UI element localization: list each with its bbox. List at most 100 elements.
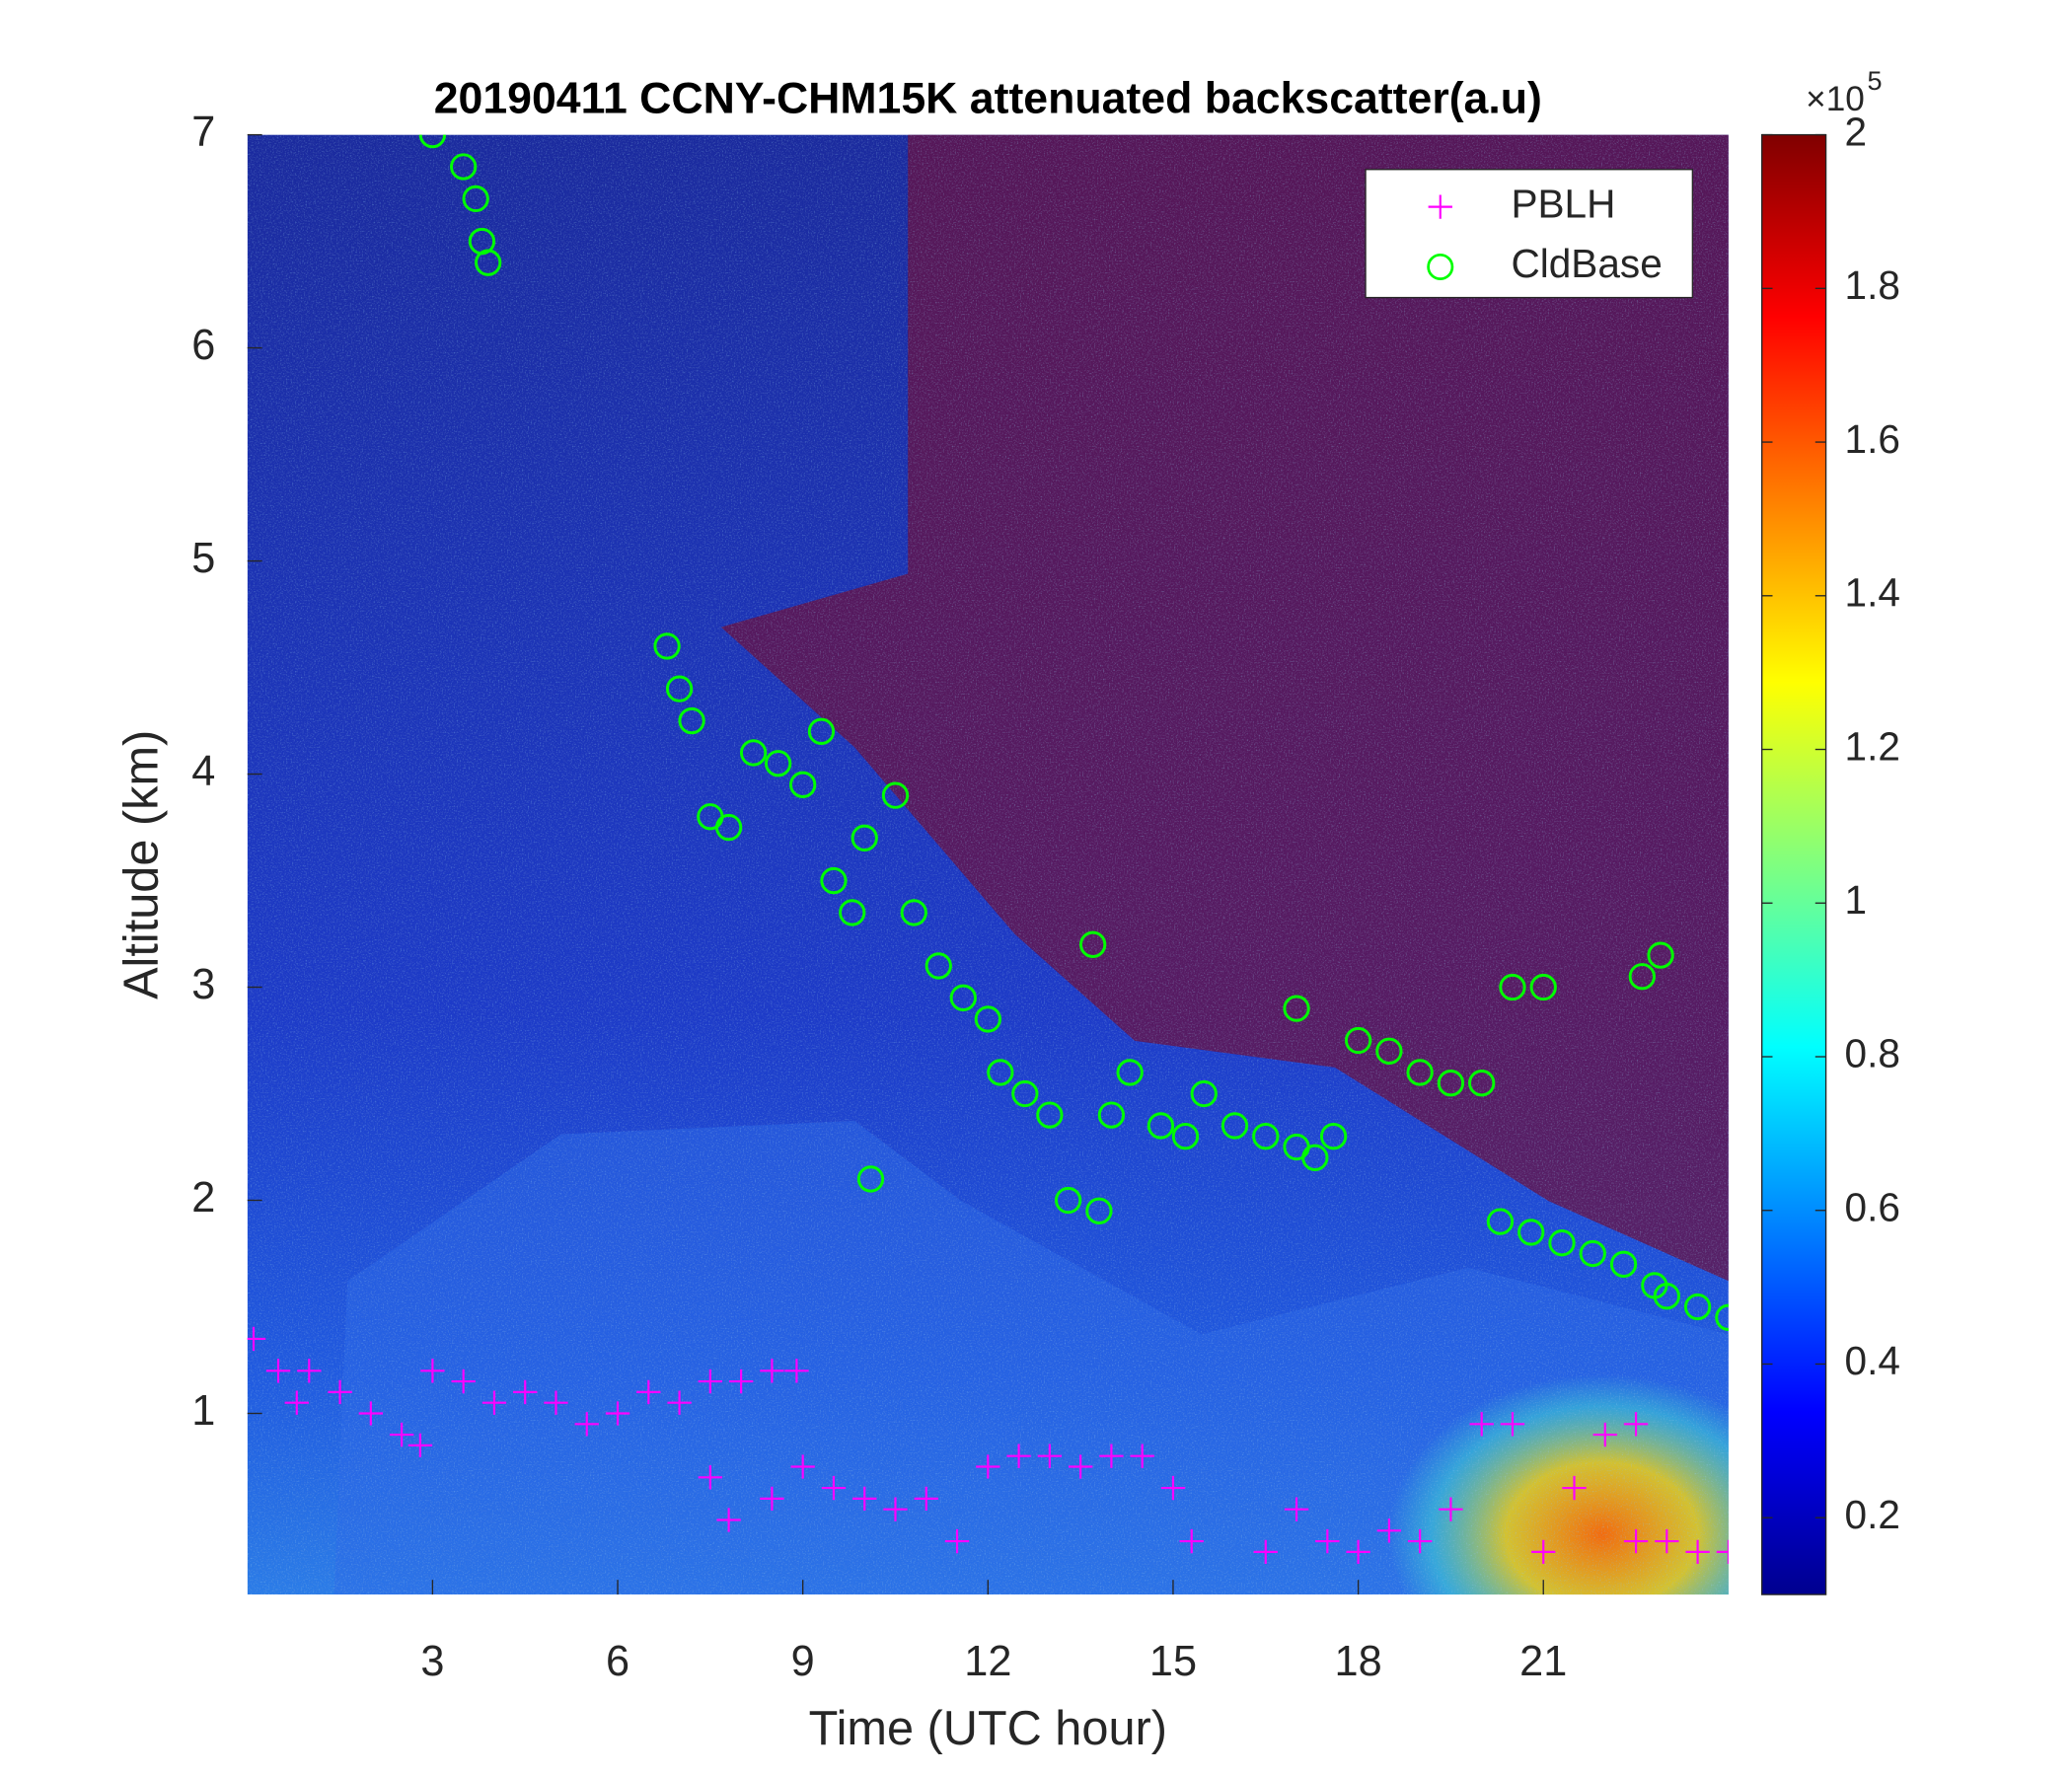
x-tick-label: 21 [1519, 1638, 1567, 1685]
colorbar-tick-label: 2 [1845, 109, 1868, 154]
pblh-marker [1099, 1443, 1124, 1468]
cldbase-marker [1468, 1070, 1496, 1097]
pblh-marker [407, 1433, 433, 1458]
pblh-marker [883, 1497, 908, 1521]
y-tick-label: 5 [191, 535, 215, 582]
cldbase-marker [1653, 1283, 1680, 1310]
cldbase-marker [1609, 1250, 1638, 1278]
pblh-marker [1346, 1539, 1370, 1565]
pblh-marker [1592, 1422, 1617, 1447]
pblh-marker [358, 1401, 384, 1426]
cldbase-marker [1579, 1239, 1606, 1268]
pblh-marker [1469, 1412, 1494, 1437]
cldbase-marker [1252, 1123, 1280, 1150]
backscatter-image [247, 134, 1729, 1595]
pblh-marker [420, 1359, 445, 1383]
cldbase-marker [475, 249, 502, 276]
pblh-marker [1037, 1443, 1063, 1468]
y-axis-label: Altitude (km) [114, 730, 168, 999]
x-tick-label: 12 [964, 1638, 1011, 1685]
cldbase-marker [653, 632, 681, 660]
pblh-marker [1006, 1443, 1031, 1468]
cldbase-marker [1548, 1229, 1576, 1257]
cldbase-marker [820, 866, 848, 895]
pblh-marker [265, 1359, 291, 1383]
pblh-marker [574, 1412, 599, 1437]
pblh-marker [1716, 1539, 1729, 1565]
cldbase-marker [1301, 1144, 1329, 1171]
cldbase-marker [1344, 1026, 1372, 1055]
pblh-marker [1500, 1412, 1525, 1437]
colorbar-tick-label: 1.4 [1845, 570, 1900, 616]
pblh-marker [760, 1359, 784, 1383]
cldbase-marker [807, 717, 836, 746]
cldbase-marker [1486, 1208, 1515, 1235]
y-tick-label: 2 [191, 1174, 215, 1221]
cldbase-marker [678, 706, 705, 735]
pblh-marker [1160, 1475, 1186, 1501]
chart-title: 20190411 CCNY-CHM15K attenuated backscat… [434, 75, 1542, 123]
y-tick-label: 6 [191, 322, 215, 369]
cldbase-marker [1375, 1037, 1403, 1065]
pblh-marker [544, 1390, 568, 1415]
legend-label: PBLH [1511, 181, 1615, 226]
pblh-marker [1130, 1443, 1154, 1468]
cldbase-marker [1647, 941, 1674, 969]
pblh-marker [451, 1369, 476, 1394]
pblh-marker [790, 1454, 815, 1479]
pblh-marker [1407, 1528, 1433, 1554]
cldbase-marker [1054, 1186, 1082, 1215]
cldbase-marker [839, 899, 866, 926]
x-axis-label: Time (UTC hour) [809, 1702, 1167, 1755]
pblh-marker [1068, 1454, 1093, 1479]
cldbase-marker [1715, 1303, 1729, 1331]
pblh-marker [1685, 1539, 1710, 1565]
pblh-marker [1284, 1497, 1309, 1521]
pblh-marker [1315, 1528, 1340, 1554]
cldbase-marker [739, 739, 768, 767]
pblh-marker [284, 1390, 309, 1415]
pblh-marker [821, 1475, 847, 1501]
cldbase-marker [418, 134, 447, 149]
pblh-marker [297, 1359, 322, 1383]
cldbase-marker [925, 952, 952, 980]
x-tick-label: 9 [791, 1638, 815, 1685]
cldbase-marker [1147, 1112, 1175, 1140]
pblh-marker [852, 1486, 877, 1512]
cldbase-marker [1283, 995, 1310, 1022]
y-tick-label: 7 [191, 109, 215, 156]
pblh-marker [1623, 1528, 1649, 1554]
cldbase-marker [1190, 1079, 1218, 1108]
x-tick-label: 3 [420, 1638, 444, 1685]
colorbar-scale: ×10 [1806, 80, 1865, 118]
cldbase-marker [450, 153, 478, 181]
cldbase-marker [1036, 1101, 1064, 1129]
cldbase-marker [851, 824, 878, 851]
pblh-marker [760, 1486, 784, 1512]
cldbase-marker [1529, 973, 1557, 1001]
cldbase-marker [856, 1165, 885, 1193]
pblh-marker [728, 1369, 754, 1394]
colorbar-tick-label: 1 [1845, 877, 1868, 923]
pblh-marker [1179, 1528, 1204, 1554]
cldbase-marker [1078, 930, 1107, 958]
colorbar-tick-label: 1.6 [1845, 416, 1900, 462]
pblh-marker [389, 1422, 414, 1447]
cldbase-marker [1628, 963, 1656, 991]
x-tick-label: 18 [1335, 1638, 1382, 1685]
pblh-marker [1562, 1475, 1587, 1501]
cldbase-marker [1116, 1059, 1144, 1086]
pblh-marker [1655, 1528, 1679, 1554]
cldbase-marker [1406, 1059, 1434, 1086]
pblh-marker [1623, 1412, 1649, 1437]
pblh-marker [698, 1369, 723, 1394]
legend-marker [1428, 194, 1452, 219]
cldbase-marker [764, 750, 792, 777]
pblh-marker [481, 1390, 507, 1415]
pblh-marker [698, 1465, 723, 1490]
cldbase-marker [974, 1005, 1001, 1033]
y-tick-label: 3 [191, 961, 215, 1008]
colorbar-tick-label: 1.2 [1845, 723, 1900, 769]
cldbase-marker [1171, 1123, 1200, 1150]
cldbase-marker [881, 781, 910, 809]
